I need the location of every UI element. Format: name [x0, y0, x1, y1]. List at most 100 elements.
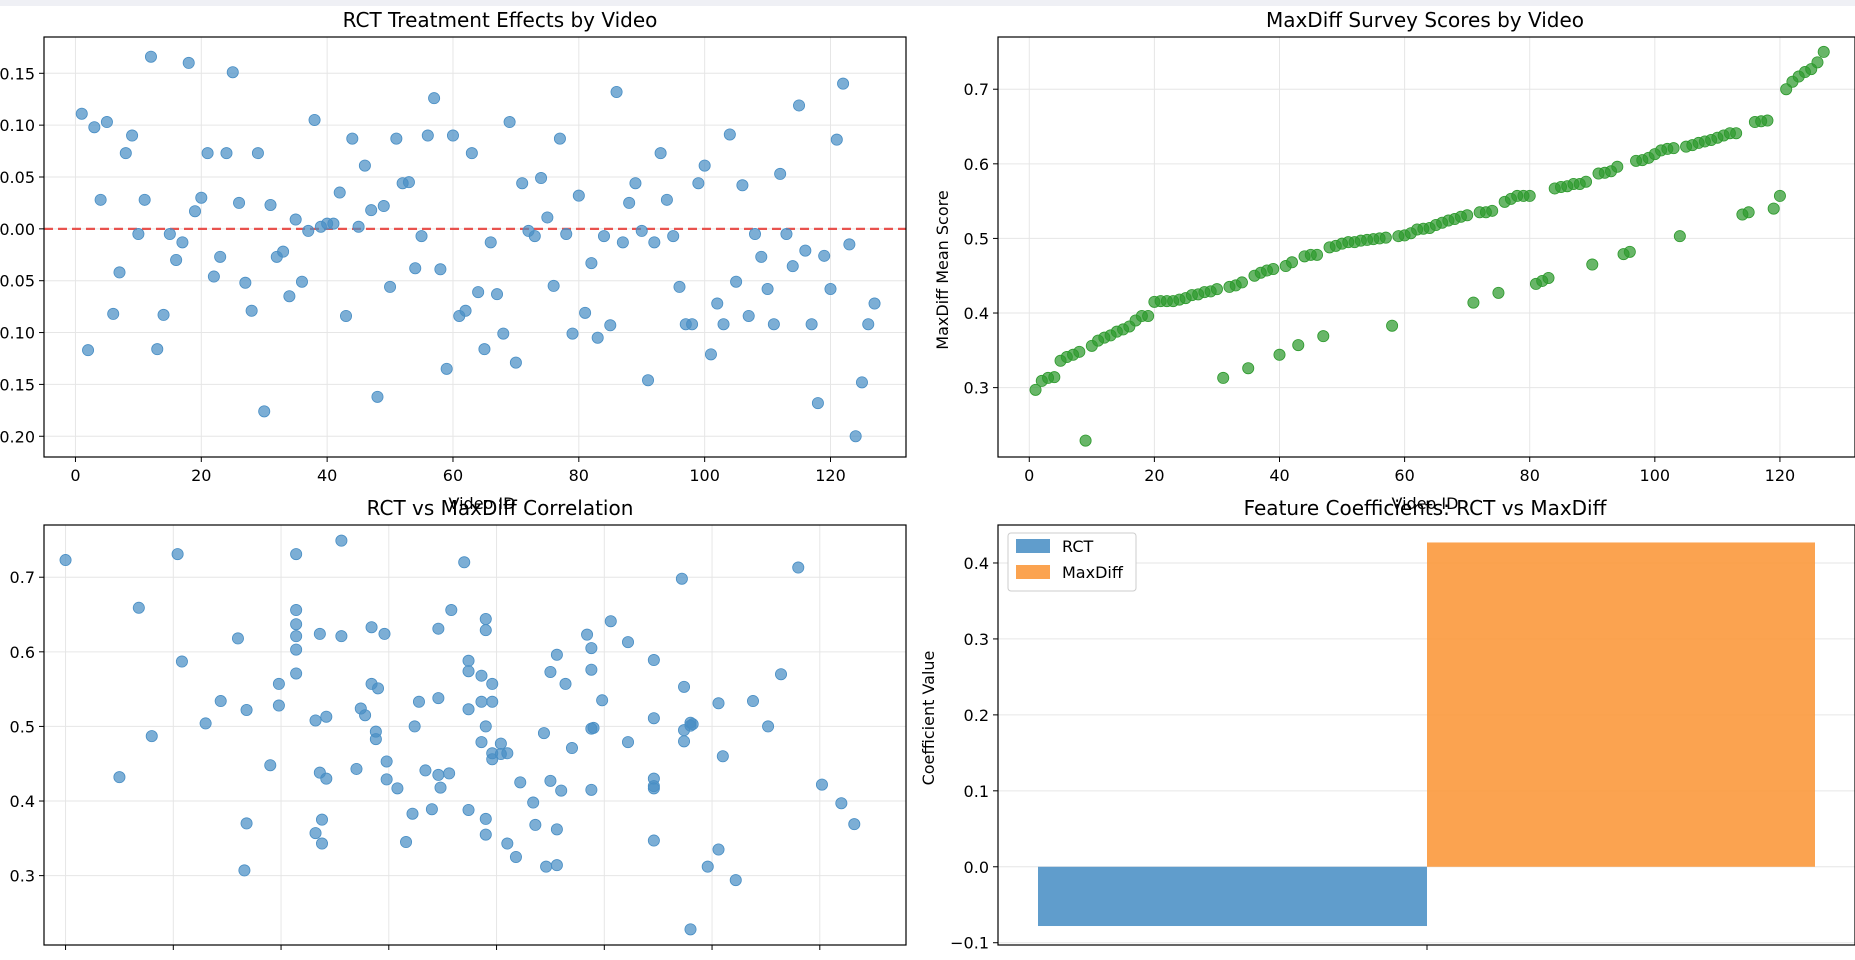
panel3-point	[729, 874, 742, 887]
panel1-point	[88, 121, 101, 134]
panel1-point	[868, 297, 881, 310]
panel3-point	[458, 556, 471, 569]
panel3-point	[231, 632, 244, 645]
panel2-point	[1811, 56, 1824, 69]
panel2-xtick-label: 0	[1024, 466, 1034, 485]
panel1-point	[245, 304, 258, 317]
panel3-point	[335, 534, 348, 547]
panel1-ytick-label: 0.15	[0, 64, 35, 83]
panel1-point	[673, 280, 686, 293]
panel1-point	[761, 282, 774, 295]
panel2-point	[1273, 348, 1286, 361]
panel2-point	[1767, 202, 1780, 215]
panel3-point	[540, 860, 553, 873]
panel2-point	[1730, 127, 1743, 140]
panel3-point	[462, 703, 475, 716]
panel3-point	[486, 753, 499, 766]
panel1-point	[289, 213, 302, 226]
panel3-point	[585, 642, 598, 655]
panel2-point	[1492, 286, 1505, 299]
panel1-point	[830, 133, 843, 146]
panel1-point	[119, 147, 132, 160]
panel3-point	[550, 859, 563, 872]
panel3-point	[647, 834, 660, 847]
panel1-point	[723, 128, 736, 141]
panel3-point	[762, 720, 775, 733]
panel3-point	[309, 827, 322, 840]
panel1-point	[151, 343, 164, 356]
panel3-point	[529, 818, 542, 831]
panel3-point	[550, 823, 563, 836]
panel1-point	[138, 193, 151, 206]
panel1-point	[616, 236, 629, 249]
panel2-point	[1580, 175, 1593, 188]
panel2-xtick-label: 60	[1394, 466, 1414, 485]
panel1-point	[730, 275, 743, 288]
panel3-point	[132, 601, 145, 614]
panel1-point	[818, 249, 831, 262]
panel3-point	[622, 736, 635, 749]
panel3-point	[264, 759, 277, 772]
panel3-point	[350, 762, 363, 775]
panel3-point	[434, 781, 447, 794]
panel3-point	[479, 720, 492, 733]
panel2-point	[1073, 345, 1086, 358]
panel1-point	[736, 179, 749, 192]
panel1-point	[478, 343, 491, 356]
panel3-point	[647, 782, 660, 795]
panel1-ytick-label: 0.15	[0, 375, 35, 394]
panel1-point	[642, 374, 655, 387]
panel1-point	[239, 276, 252, 289]
panel1-ytick-label: 0.20	[0, 427, 35, 446]
panel2-point	[1242, 362, 1255, 375]
panel2-frame	[997, 36, 1855, 458]
panel3-point	[290, 643, 303, 656]
panel3-point	[365, 621, 378, 634]
panel1-point	[862, 318, 875, 331]
panel1-point	[597, 230, 610, 243]
panel1-point	[541, 211, 554, 224]
panel1-point	[409, 262, 422, 275]
panel1-point	[75, 107, 88, 120]
panel1-point	[585, 257, 598, 270]
panel1-point	[421, 129, 434, 142]
panel1-point	[195, 191, 208, 204]
panel1-point	[390, 132, 403, 145]
panel3-point	[412, 695, 425, 708]
panel1-point	[497, 327, 510, 340]
panel2-xtick-label: 100	[1640, 466, 1671, 485]
panel3-point	[59, 554, 72, 567]
panel4-ytick-label: 0.3	[964, 630, 989, 649]
panel3-point	[746, 695, 759, 708]
panel3-point	[238, 864, 251, 877]
panel3-point	[544, 774, 557, 787]
panel1-point	[566, 327, 579, 340]
panel1-ytick-label: 0.10	[0, 324, 35, 343]
panel3-title: RCT vs MaxDiff Correlation	[367, 496, 634, 520]
panel1-ytick-label: 0.10	[0, 116, 35, 135]
panel1-point	[786, 260, 799, 273]
panel3-point	[501, 747, 514, 760]
panel1-xtick-label: 0	[70, 466, 80, 485]
panel3-point	[596, 694, 609, 707]
panel3-point	[240, 817, 253, 830]
panel1-xtick-label: 120	[815, 466, 846, 485]
panel3-point	[581, 628, 594, 641]
panel3-point	[445, 604, 458, 617]
panel3-point	[647, 712, 660, 725]
panel3-point	[443, 767, 456, 780]
panel3-point	[527, 796, 540, 809]
panel3-point	[309, 714, 322, 727]
panel2-point	[1623, 245, 1636, 258]
panel1-point	[428, 92, 441, 105]
panel1-point	[327, 217, 340, 230]
panel1-point	[528, 230, 541, 243]
panel3-point	[359, 709, 372, 722]
panel1-point	[805, 318, 818, 331]
panel1-point	[107, 307, 120, 320]
panel3-point	[320, 772, 333, 785]
panel1-point	[333, 186, 346, 199]
panel3-point	[486, 677, 499, 690]
panel3-point	[290, 548, 303, 561]
panel3-point	[712, 843, 725, 856]
